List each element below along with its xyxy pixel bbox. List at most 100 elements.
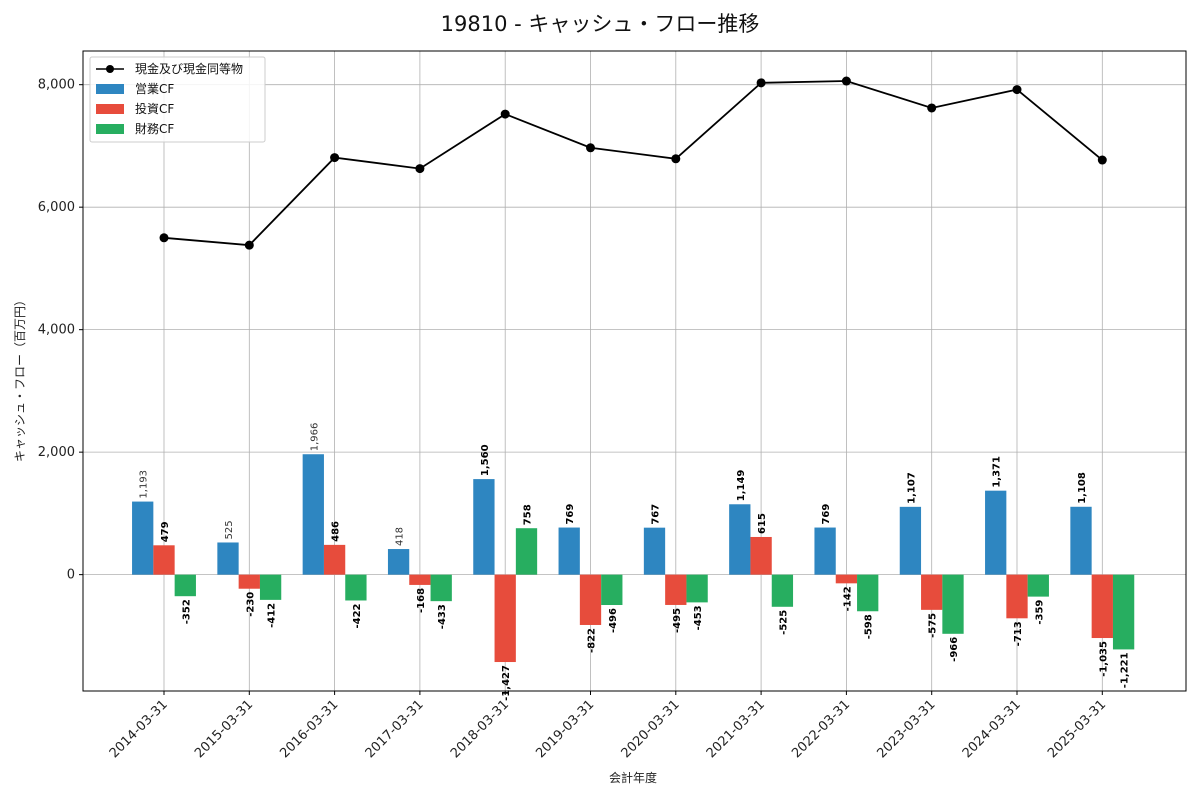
bar-operating [643,527,666,575]
cash-point [671,154,681,164]
bar-financing [345,574,367,601]
bar-investing [1091,574,1113,639]
bar-investing [238,574,260,589]
bar-value-label: 769 [821,504,832,525]
bar-value-label: 1,371 [992,456,1003,488]
chart-title: 19810 - キャッシュ・フロー推移 [440,12,760,36]
bar-operating [302,454,324,575]
y-tick-label: 6,000 [38,200,75,215]
bar-value-label: -495 [672,608,683,633]
x-tick-label: 2017-03-31 [363,697,427,761]
bar-value-label: 1,560 [480,444,491,476]
bar-value-label: 1,149 [736,470,747,502]
bar-value-label: 758 [523,504,534,525]
y-tick-label: 4,000 [38,323,75,338]
bar-value-label: -352 [181,599,192,624]
bar-labels-layer: 1,193 525 1,966 418 1,560 769 767 1,149 769 1,107… [139,423,1131,701]
legend-frame [89,56,266,143]
x-tick-label: 2016-03-31 [277,697,341,761]
x-tick-label: 2014-03-31 [107,697,171,761]
legend-label-investing: 投資CF [135,101,174,116]
bar-value-label: 525 [224,520,235,539]
legend-label-cash: 現金及び現金同等物 [135,61,243,76]
x-tick-label: 2022-03-31 [789,697,853,761]
cash-line [163,80,1103,247]
bar-value-label: -230 [245,592,256,617]
bar-value-label: 479 [160,521,171,542]
x-tick-label: 2019-03-31 [533,697,597,761]
x-tick-label: 2018-03-31 [448,697,512,761]
bar-financing [771,574,794,607]
bar-investing [835,574,858,584]
bar-investing [921,574,943,610]
bar-value-label: -496 [608,608,619,633]
line-layer [159,76,1107,250]
bar-investing [1006,574,1028,619]
bar-operating [473,479,495,575]
bar-operating [899,506,922,575]
legend-label-operating: 営業CF [135,82,174,96]
legend: 現金及び現金同等物 営業CF 投資CF 財務CF [89,56,266,143]
legend-swatch-investing [96,104,124,114]
x-tick-label: 2015-03-31 [192,697,256,761]
bar-value-label: 767 [650,504,661,525]
bar-value-label: 418 [395,527,406,546]
x-tick-label: 2025-03-31 [1045,697,1109,761]
bar-investing [665,574,687,605]
bar-value-label: -966 [949,637,960,662]
bar-investing [494,574,516,663]
cash-point [756,78,766,88]
bar-operating [558,527,580,575]
legend-line-marker [106,65,114,73]
bar-value-label: -822 [587,628,598,653]
bar-operating [387,549,410,575]
bar-financing [857,574,879,612]
bar-investing [153,545,175,575]
bar-operating [132,501,154,575]
bar-investing [750,536,772,575]
cash-point [586,143,595,153]
bar-value-label: -1,221 [1120,652,1131,688]
bar-financing [1027,574,1049,597]
bar-financing [259,574,282,600]
bar-financing [942,574,964,634]
bar-value-label: -575 [928,613,939,638]
bar-value-label: 769 [565,504,576,525]
bar-value-label: 1,108 [1077,472,1088,504]
bar-operating [985,490,1007,575]
bar-operating [729,504,751,575]
bar-value-label: 1,193 [139,470,150,499]
bar-value-label: -1,035 [1098,641,1109,677]
x-tick-label: 2021-03-31 [704,697,768,761]
cash-point [1012,85,1022,95]
bar-financing [601,574,623,606]
bar-operating [814,527,836,575]
cash-point [841,76,851,86]
legend-label-financing: 財務CF [135,121,174,136]
x-tick-label: 2024-03-31 [960,697,1024,761]
bar-value-label: -713 [1013,621,1024,646]
bar-value-label: -433 [437,604,448,629]
bar-value-label: 1,107 [906,472,917,504]
bar-value-label: -422 [352,603,363,628]
y-axis-label: キャッシュ・フロー（百万円） [13,294,27,462]
cash-point [927,103,937,113]
bar-value-label: -359 [1034,600,1045,625]
cash-point [415,164,425,174]
bar-value-label: -412 [267,603,278,628]
bar-financing [515,528,538,575]
bar-value-label: 1,966 [309,423,320,452]
cash-point [244,240,254,250]
x-axis-label: 会計年度 [609,770,657,785]
legend-swatch-operating [96,84,124,94]
x-tick-label: 2023-03-31 [874,697,938,761]
bars-layer [132,454,1135,663]
bar-value-label: -1,427 [501,665,512,701]
bar-value-label: 615 [757,513,768,534]
y-tick-label: 2,000 [38,445,75,460]
bar-financing [1112,574,1135,650]
y-tick-label: 8,000 [38,78,75,93]
cash-point [1097,155,1107,165]
legend-swatch-financing [96,124,124,134]
bar-value-label: 486 [331,521,342,542]
